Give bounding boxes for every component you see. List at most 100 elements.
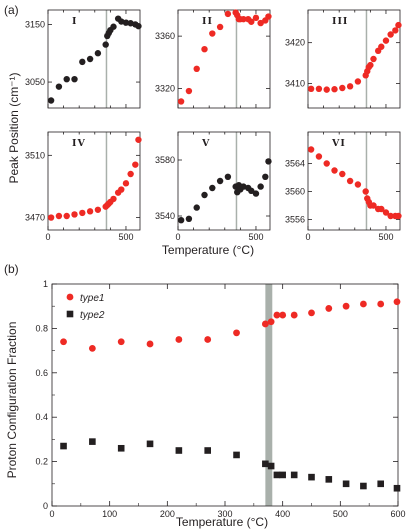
- data-point: [367, 61, 374, 69]
- data-point: [315, 85, 323, 93]
- data-point: [395, 212, 402, 220]
- x-tick-label: 400: [275, 509, 290, 519]
- subplot-label: V: [201, 138, 210, 149]
- data-point: [387, 31, 394, 38]
- y-tick-label: 0.2: [35, 457, 48, 467]
- data-point: [252, 190, 260, 197]
- data-point-type2: [342, 480, 350, 488]
- subplot-vi: VI 3556 3560 3564 0 500: [285, 131, 402, 242]
- data-point: [86, 55, 94, 63]
- data-point: [248, 187, 255, 194]
- panel-a-label: (a): [4, 3, 19, 17]
- data-point: [47, 214, 55, 221]
- data-point: [370, 55, 377, 63]
- data-point: [201, 46, 208, 53]
- data-point: [63, 212, 70, 220]
- data-point: [252, 14, 260, 22]
- data-point: [79, 58, 86, 66]
- x-tick-label: 0: [45, 232, 50, 242]
- plot-frame: [177, 9, 271, 109]
- data-point-type1: [393, 298, 401, 306]
- y-tick-label: 3410: [285, 79, 305, 89]
- data-point: [122, 180, 130, 187]
- data-point: [71, 75, 78, 83]
- panel-a-xlabel: Temperature (°C): [162, 243, 254, 257]
- plot-frame: [307, 9, 401, 109]
- data-point: [265, 13, 272, 20]
- y-tick-label: 0.8: [35, 323, 48, 333]
- data-point: [135, 22, 142, 30]
- data-point: [110, 23, 117, 30]
- data-point: [265, 158, 272, 165]
- y-tick-label: 3420: [285, 38, 305, 48]
- data-point-type2: [146, 440, 154, 448]
- data-point: [339, 84, 346, 92]
- plot-frame: [307, 131, 401, 231]
- data-point: [395, 21, 402, 29]
- data-point: [378, 43, 385, 50]
- data-point: [262, 173, 269, 180]
- data-point-type2: [393, 484, 401, 492]
- data-point-type2: [262, 460, 269, 468]
- data-point-type2: [290, 471, 298, 479]
- data-point: [216, 23, 224, 31]
- data-point-type1: [175, 336, 183, 343]
- data-point-type2: [273, 471, 281, 479]
- data-point: [370, 202, 377, 209]
- data-point: [392, 27, 399, 34]
- data-point-type1: [342, 302, 350, 310]
- data-point-type1: [88, 344, 96, 352]
- data-point: [378, 205, 385, 213]
- subplot-label: II: [202, 16, 213, 27]
- data-point: [177, 98, 185, 105]
- data-point: [132, 161, 139, 168]
- data-point: [354, 181, 362, 188]
- subplot-label: III: [332, 16, 348, 27]
- y-tick-label: 0.4: [35, 412, 48, 422]
- data-point: [354, 78, 362, 85]
- y-tick-label: 3320: [155, 83, 175, 93]
- data-point: [55, 83, 63, 90]
- x-tick-label: 500: [378, 232, 393, 242]
- data-point-type2: [308, 473, 315, 481]
- data-point-type2: [325, 476, 333, 483]
- x-tick-label: 300: [217, 509, 232, 519]
- y-tick-label: 1: [43, 279, 48, 289]
- data-point-type1: [261, 320, 269, 328]
- data-point-type2: [60, 442, 67, 450]
- y-tick-label: 3510: [25, 150, 45, 160]
- y-tick-label: 0.6: [35, 368, 48, 378]
- y-tick-label: 3540: [155, 211, 175, 221]
- data-point-type1: [204, 336, 212, 343]
- subplot-label: IV: [72, 138, 86, 149]
- data-point-type1: [267, 318, 275, 326]
- x-tick-label: 200: [160, 509, 175, 519]
- plot-frame: [177, 131, 271, 231]
- data-point: [127, 170, 134, 178]
- data-point-type1: [233, 329, 240, 337]
- panel-b-ylabel: Proton Configuration Fraction: [5, 322, 19, 479]
- data-point-type2: [377, 480, 384, 488]
- data-point: [209, 30, 216, 37]
- data-point: [193, 204, 200, 211]
- subplot-ii: II 3320 3360: [155, 9, 272, 109]
- subplot-iv: IV 3470 3510 0 500: [25, 131, 142, 242]
- legend-marker: [66, 310, 74, 318]
- data-point: [63, 75, 70, 83]
- data-point-type1: [308, 309, 315, 317]
- data-point-type2: [279, 471, 286, 479]
- data-point: [94, 206, 102, 213]
- data-point-type2: [89, 438, 96, 445]
- data-point: [79, 209, 86, 217]
- x-tick-label: 500: [333, 509, 348, 519]
- data-point: [118, 186, 125, 193]
- data-point: [185, 215, 193, 222]
- data-point: [224, 173, 232, 180]
- data-point: [47, 97, 55, 104]
- data-point: [135, 136, 142, 143]
- data-point-type2: [360, 482, 367, 490]
- y-tick-label: 3470: [25, 213, 45, 223]
- data-point: [331, 167, 338, 174]
- data-point: [86, 208, 94, 215]
- data-point-type1: [117, 338, 125, 346]
